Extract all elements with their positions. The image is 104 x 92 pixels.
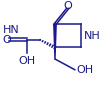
Text: O: O: [64, 1, 72, 11]
Polygon shape: [54, 24, 56, 59]
Text: OH: OH: [77, 65, 94, 75]
Text: HN: HN: [3, 25, 20, 35]
Text: O: O: [2, 35, 11, 45]
Text: OH: OH: [19, 56, 36, 66]
Text: NH: NH: [84, 31, 100, 41]
